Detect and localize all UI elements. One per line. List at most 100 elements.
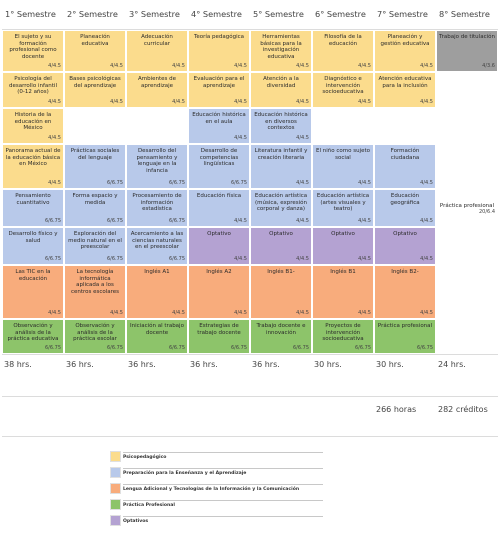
course-cell[interactable]: Educación geográfica 4/4.5 (375, 190, 435, 226)
course-cell[interactable]: Proyectos de intervención socioeducativa… (313, 320, 373, 353)
course-cell[interactable]: Práctica profesional 6/6.75 (375, 320, 435, 353)
total-hours: 266 horas (374, 397, 436, 437)
course-cell[interactable]: Forma espacio y medida 6/6.75 (65, 190, 125, 226)
course-cell[interactable]: Inglés A1 4/4.5 (127, 266, 187, 318)
course-cell[interactable]: Inglés B1- 4/4.5 (251, 266, 311, 318)
course-name: Observación y análisis de la práctica ed… (7, 323, 59, 343)
course-credits: 6/6.75 (107, 345, 123, 352)
course-cell[interactable]: Optativo 4/4.5 (375, 228, 435, 264)
semester-header: 8° Semestre (436, 5, 498, 30)
course-cell[interactable]: Exploración del medio natural en el pree… (65, 228, 125, 264)
course-cell[interactable]: Adecuación curricular 4/4.5 (127, 31, 187, 71)
semester-hours: 38 hrs. (2, 354, 64, 397)
course-cell[interactable]: Optativo 4/4.5 (313, 228, 373, 264)
course-name: Adecuación curricular (141, 34, 173, 47)
course-credits: 4/4.5 (420, 218, 433, 225)
course-name: Optativo (269, 231, 293, 237)
course-credits: 6/6.75 (107, 218, 123, 225)
course-credits: 4/4.5 (358, 310, 371, 317)
course-name: Exploración del medio natural en el pree… (68, 231, 122, 251)
course-cell[interactable]: Planeación educativa 4/4.5 (65, 31, 125, 71)
course-cell[interactable]: Educación artística (música, expresión c… (251, 190, 311, 226)
course-name: Desarrollo físico y salud (8, 231, 58, 244)
semester-header: 6° Semestre (312, 5, 374, 30)
course-cell[interactable]: Atención educativa para la inclusión 4/4.… (375, 73, 435, 107)
course-credits: 6/6.75 (231, 180, 247, 187)
course-cell[interactable]: Atención a la diversidad 4/4.5 (251, 73, 311, 107)
course-credits: 6/6.75 (107, 256, 123, 263)
course-credits: 4/4.5 (234, 135, 247, 142)
legend-label: Práctica Profesional (123, 500, 323, 508)
course-cell[interactable]: El niño como sujeto social 4/4.5 (313, 145, 373, 188)
course-credits: 4/4.5 (296, 310, 309, 317)
course-cell[interactable]: Teoría pedagógica 4/4.5 (189, 31, 249, 71)
course-cell[interactable]: Optativo 4/4.5 (251, 228, 311, 264)
course-name: Educación artística (artes visuales y te… (316, 193, 370, 213)
semester-hours: 24 hrs. (436, 354, 498, 397)
course-cell[interactable]: La tecnología informática aplicada a los… (65, 266, 125, 318)
course-credits: 6/6.75 (45, 345, 61, 352)
course-credits: 4/4.5 (420, 99, 433, 106)
course-credits: 6/6.75 (355, 345, 371, 352)
course-cell[interactable]: Pensamiento cuantitativo 6/6.75 (3, 190, 63, 226)
course-cell[interactable]: Panorama actual de la educación básica e… (3, 145, 63, 188)
course-cell[interactable]: Educación histórica en diversos contexto… (251, 109, 311, 143)
course-credits: 4/4.5 (110, 99, 123, 106)
course-cell[interactable]: Observación y análisis de la práctica ed… (3, 320, 63, 353)
course-credits: 4/4.5 (110, 63, 123, 70)
course-cell[interactable]: Bases psicológicas del aprendizaje 4/4.5 (65, 73, 125, 107)
course-credits: 4/4.5 (48, 310, 61, 317)
course-cell[interactable]: Iniciación al trabajo docente 6/6.75 (127, 320, 187, 353)
course-cell[interactable]: Evaluación para el aprendizaje 4/4.5 (189, 73, 249, 107)
course-cell[interactable]: Planeación y gestión educativa 4/4.5 (375, 31, 435, 71)
course-cell[interactable]: Inglés B2- 4/4.5 (375, 266, 435, 318)
course-cell[interactable]: Literatura infantil y creación literaria… (251, 145, 311, 188)
course-cell[interactable]: Educación artística (artes visuales y te… (313, 190, 373, 226)
course-cell[interactable]: El sujeto y su formación profesional com… (3, 31, 63, 71)
course-cell[interactable]: Trabajo docente e innovación 6/6.75 (251, 320, 311, 353)
course-credits: 4/4.5 (420, 180, 433, 187)
course-cell[interactable]: Ambientes de aprendizaje 4/4.5 (127, 73, 187, 107)
course-name: Optativo (331, 231, 355, 237)
course-name: Educación física (196, 193, 242, 199)
course-name: El sujeto y su formación profesional com… (9, 34, 57, 60)
course-name: Inglés B2- (391, 269, 419, 275)
course-credits: 4/4.5 (48, 99, 61, 106)
course-cell[interactable]: Inglés A2 4/4.5 (189, 266, 249, 318)
course-cell[interactable]: Educación física 4/4.5 (189, 190, 249, 226)
course-name: Educación geográfica (390, 193, 420, 206)
course-cell[interactable]: Estrategias de trabajo docente 6/6.75 (189, 320, 249, 353)
course-cell[interactable]: Herramientas básicas para la investigaci… (251, 31, 311, 71)
course-cell[interactable]: Las TIC en la educación 4/4.5 (3, 266, 63, 318)
curriculum-grid: 1° Semestre 2° Semestre 3° Semestre 4° S… (2, 5, 498, 457)
course-credits: 4/4.5 (48, 135, 61, 142)
course-cell[interactable]: Desarrollo de competencias lingüísticas 6… (189, 145, 249, 188)
course-cell[interactable]: Acercamiento a las ciencias naturales en… (127, 228, 187, 264)
course-cell[interactable]: Diagnóstico e intervención socioeducativ… (313, 73, 373, 107)
semester-header: 7° Semestre (374, 5, 436, 30)
course-cell[interactable]: Inglés B1 4/4.5 (313, 266, 373, 318)
legend-label: Lengua Adicional y Tecnologías de la Inf… (123, 484, 323, 492)
course-name: Práctica profesional (377, 323, 433, 329)
course-cell[interactable]: Desarrollo del pensamiento y lenguaje en… (127, 145, 187, 188)
course-name: Historia de la educación en México (14, 112, 52, 132)
semester-header: 5° Semestre (250, 5, 312, 30)
course-cell[interactable]: Procesamiento de información estadística… (127, 190, 187, 226)
course-name: Procesamiento de información estadística (132, 193, 182, 213)
course-cell[interactable]: Práctica profesional 20/6.4 (437, 190, 497, 226)
course-cell[interactable]: Psicología del desarrollo infantil (0-12… (3, 73, 63, 107)
course-cell[interactable]: Historia de la educación en México 4/4.5 (3, 109, 63, 143)
course-credits: 6/6.75 (231, 345, 247, 352)
course-cell[interactable]: Trabajo de titulación 4/3.6 (437, 31, 497, 71)
semester-hours: 36 hrs. (250, 354, 312, 397)
course-cell[interactable]: Observación y análisis de la práctica es… (65, 320, 125, 353)
course-cell[interactable]: Educación histórica en el aula 4/4.5 (189, 109, 249, 143)
course-cell[interactable]: Formación ciudadana 4/4.5 (375, 145, 435, 188)
course-cell[interactable]: Prácticas sociales del lenguaje 6/6.75 (65, 145, 125, 188)
legend-swatch (110, 450, 121, 462)
course-credits: 4/4.5 (358, 256, 371, 263)
course-cell[interactable]: Desarrollo físico y salud 6/6.75 (3, 228, 63, 264)
course-cell[interactable]: Optativo 4/4.5 (189, 228, 249, 264)
course-cell[interactable]: Filosofía de la educación 4/4.5 (313, 31, 373, 71)
semester-header: 3° Semestre (126, 5, 188, 30)
